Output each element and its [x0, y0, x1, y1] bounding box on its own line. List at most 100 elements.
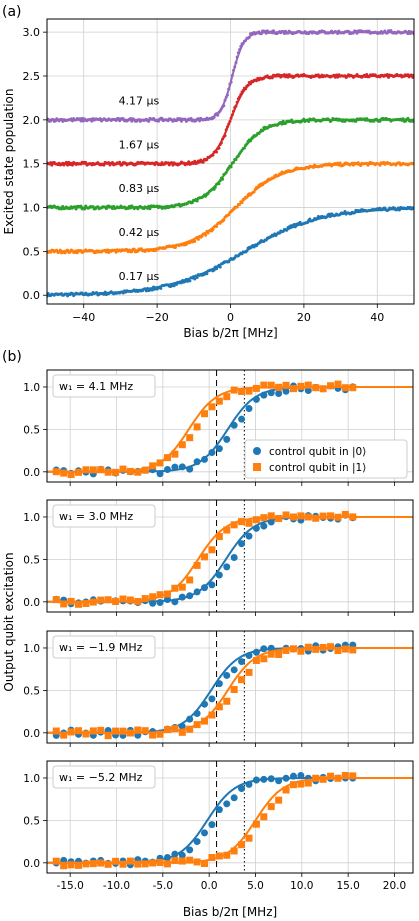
data-point — [193, 710, 201, 718]
axes-frame — [46, 760, 414, 874]
data-point — [201, 584, 209, 592]
data-point — [267, 775, 275, 783]
data-point — [171, 856, 179, 864]
data-point — [172, 284, 176, 288]
series-2 — [47, 116, 414, 211]
data-point — [297, 382, 305, 390]
data-point — [282, 786, 290, 794]
subplot-label: w₁ = 4.1 MHz — [59, 380, 133, 393]
series-label: 1.67 μs — [119, 138, 160, 151]
data-point — [215, 852, 223, 860]
data-point — [193, 588, 201, 596]
subplot-label-box — [52, 374, 156, 398]
data-point — [178, 441, 186, 449]
subplot-1: 0.0 0.5 1.0 w₁ = 3.0 MHz — [23, 499, 414, 616]
data-point — [126, 729, 134, 737]
data-point — [171, 725, 179, 733]
data-point — [89, 466, 97, 474]
panel-a-chart: −40 −20 0 20 40 0.0 0.5 1.0 1.5 2.0 2.5 3.0 0.17 μs 0… — [2, 18, 415, 340]
data-point — [341, 771, 349, 779]
data-point — [141, 727, 149, 735]
data-point — [141, 466, 149, 474]
data-point — [215, 703, 223, 711]
data-point — [126, 596, 134, 604]
data-point — [215, 806, 223, 814]
data-point — [82, 599, 90, 607]
data-point — [341, 510, 349, 518]
data-point — [245, 404, 253, 412]
x-tick-label: 0.0 — [201, 880, 218, 892]
data-point — [349, 384, 357, 392]
data-point — [97, 859, 105, 867]
data-point — [104, 732, 112, 740]
data-point — [312, 514, 320, 522]
series-label: 0.42 μs — [119, 226, 160, 239]
data-point — [267, 389, 275, 397]
x-tick-label: 0 — [227, 311, 234, 324]
data-point — [156, 470, 164, 478]
data-point — [238, 415, 246, 423]
data-point — [149, 593, 157, 601]
data-point — [119, 860, 127, 868]
data-point — [238, 518, 246, 526]
data-point — [89, 860, 97, 868]
data-point — [141, 595, 149, 603]
data-point — [215, 397, 223, 405]
fit-line — [47, 31, 414, 121]
data-point — [193, 458, 201, 466]
data-point — [178, 463, 186, 471]
data-point — [223, 526, 231, 534]
data-point — [304, 381, 312, 389]
data-point — [267, 644, 275, 652]
data-point — [82, 466, 90, 474]
data-point — [319, 385, 327, 393]
data-point — [52, 857, 60, 865]
data-point — [82, 730, 90, 738]
y-tick-label: 0.5 — [23, 424, 40, 436]
data-point — [238, 540, 246, 548]
data-point — [208, 581, 216, 589]
data-point — [223, 393, 231, 401]
data-point — [215, 571, 223, 579]
data-point — [193, 721, 201, 729]
data-point — [201, 859, 209, 867]
data-point — [289, 513, 297, 521]
data-point — [149, 731, 157, 739]
data-point — [260, 655, 268, 663]
data-point — [188, 279, 192, 283]
series-label: 0.83 μs — [119, 182, 160, 195]
data-point — [193, 277, 197, 281]
data-point — [67, 471, 75, 479]
data-point — [89, 598, 97, 606]
subplot-data — [47, 510, 413, 608]
data-point — [275, 390, 283, 398]
data-point — [149, 859, 157, 867]
data-point — [52, 468, 60, 476]
data-point — [193, 239, 197, 243]
data-point — [327, 382, 335, 390]
data-point — [215, 533, 223, 541]
data-point — [186, 465, 194, 473]
data-point — [297, 780, 305, 788]
data-point — [204, 233, 208, 237]
x-tick-label: 20 — [297, 311, 311, 324]
subplot-label: w₁ = −5.2 MHz — [59, 771, 143, 784]
data-point — [230, 521, 238, 529]
y-tick-label: 0.0 — [23, 858, 40, 870]
data-point — [319, 643, 327, 651]
legend-label: control qubit in |1⟩ — [269, 462, 366, 474]
data-point — [205, 272, 209, 276]
data-point — [304, 779, 312, 787]
data-point — [82, 860, 90, 868]
data-point — [156, 459, 164, 467]
x-tick-label: -10.0 — [103, 880, 130, 892]
subplot-label: w₁ = −1.9 MHz — [59, 641, 143, 654]
panel-b-label: (b) — [2, 349, 22, 365]
data-point — [173, 245, 177, 249]
data-point — [334, 513, 342, 521]
data-point — [171, 850, 179, 858]
data-point — [289, 781, 297, 789]
data-point — [230, 666, 238, 674]
data-point — [319, 512, 327, 520]
